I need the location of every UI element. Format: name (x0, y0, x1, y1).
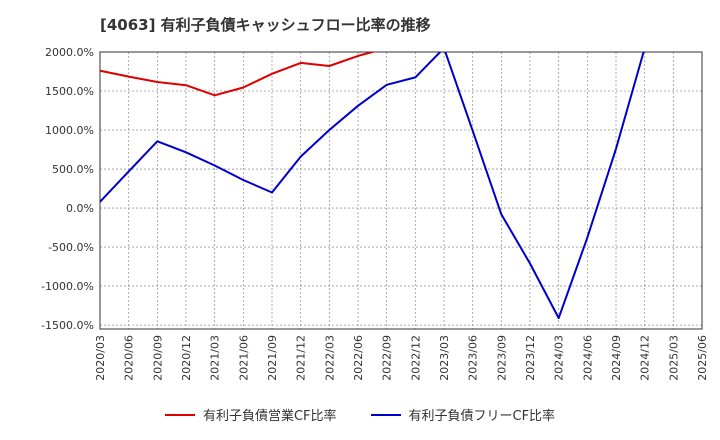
x-tick-label: 2024/06 (581, 335, 594, 381)
y-tick-label: 1500.0% (45, 85, 94, 98)
series-line-operating-cf (100, 52, 377, 97)
chart-title: [4063] 有利子負債キャッシュフロー比率の推移 (100, 16, 431, 34)
legend-swatch-operating-cf (164, 413, 195, 416)
x-tick-label: 2020/12 (180, 335, 193, 381)
x-tick-label: 2022/12 (409, 335, 422, 381)
x-tick-label: 2022/06 (352, 335, 365, 381)
legend-label-free-cf: 有利子負債フリーCF比率 (408, 409, 556, 424)
y-tick-label: 0.0% (66, 202, 94, 215)
x-tick-label: 2021/03 (209, 335, 222, 381)
x-tick-label: 2023/09 (495, 335, 508, 381)
y-tick-label: 1000.0% (45, 124, 94, 137)
legend-item-operating-cf: 有利子負債営業CF比率 (164, 405, 337, 424)
legend: 有利子負債営業CF比率 有利子負債フリーCF比率 (0, 405, 720, 424)
x-tick-label: 2022/03 (323, 335, 336, 381)
y-tick-label: -500.0% (48, 241, 94, 254)
x-tick-label: 2023/06 (467, 335, 480, 381)
x-tick-label: 2024/12 (639, 335, 652, 381)
plot-frame (99, 51, 703, 330)
y-tick-label: 2000.0% (45, 46, 94, 59)
x-tick-label: 2025/03 (667, 335, 680, 381)
x-tick-label: 2020/06 (123, 335, 136, 381)
y-tick-label: -1500.0% (41, 319, 94, 332)
x-tick-label: 2025/06 (696, 335, 709, 381)
x-tick-label: 2020/03 (94, 335, 107, 381)
x-tick-label: 2022/09 (381, 335, 394, 381)
x-tick-label: 2023/12 (524, 335, 537, 381)
x-tick-label: 2021/12 (295, 335, 308, 381)
x-tick-label: 2024/03 (553, 335, 566, 381)
legend-item-free-cf: 有利子負債フリーCF比率 (370, 405, 556, 424)
legend-label-operating-cf: 有利子負債営業CF比率 (202, 409, 337, 424)
x-tick-label: 2021/06 (237, 335, 250, 381)
y-tick-label: -1000.0% (41, 280, 94, 293)
legend-swatch-free-cf (370, 413, 401, 416)
y-tick-label: 500.0% (52, 163, 94, 176)
x-tick-label: 2021/09 (266, 335, 279, 381)
x-tick-label: 2020/09 (151, 335, 164, 381)
series-line-free-cf (100, 52, 645, 320)
x-tick-label: 2023/03 (438, 335, 451, 381)
x-tick-label: 2024/09 (610, 335, 623, 381)
